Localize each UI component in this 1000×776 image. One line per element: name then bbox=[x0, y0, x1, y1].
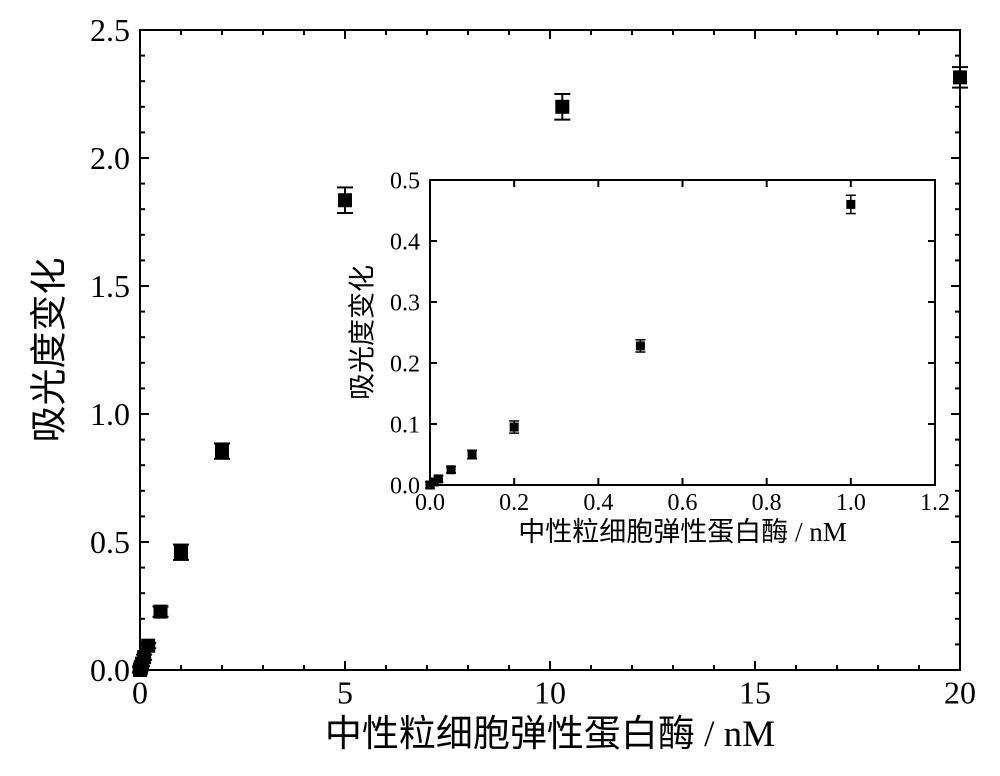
main-marker bbox=[338, 193, 352, 207]
inset-marker bbox=[434, 474, 443, 483]
main-marker bbox=[141, 639, 155, 653]
inset-ytick-label: 0.0 bbox=[390, 473, 420, 499]
main-marker bbox=[154, 605, 168, 619]
inset-ylabel: 吸光度变化 bbox=[348, 265, 378, 400]
main-marker bbox=[555, 100, 569, 114]
inset-ytick-label: 0.3 bbox=[390, 290, 420, 316]
main-marker bbox=[215, 444, 229, 458]
main-ytick-label: 1.5 bbox=[90, 268, 130, 304]
main-xtick-label: 10 bbox=[534, 675, 566, 711]
inset-xtick-label: 1.2 bbox=[920, 490, 950, 516]
main-xtick-label: 5 bbox=[337, 675, 353, 711]
inset-ytick-label: 0.2 bbox=[390, 351, 420, 377]
main-ytick-label: 0.5 bbox=[90, 524, 130, 560]
inset-xtick-label: 1.0 bbox=[836, 490, 866, 516]
main-marker bbox=[953, 70, 967, 84]
inset-marker bbox=[636, 341, 645, 350]
inset-xtick-label: 0.2 bbox=[499, 490, 529, 516]
main-ylabel: 吸光度变化 bbox=[29, 258, 71, 443]
inset-marker bbox=[846, 200, 855, 209]
inset-marker bbox=[447, 465, 456, 474]
main-xtick-label: 0 bbox=[132, 675, 148, 711]
inset-xtick-label: 0.4 bbox=[583, 490, 613, 516]
main-marker bbox=[174, 545, 188, 559]
main-xlabel: 中性粒细胞弹性蛋白酶 / nM bbox=[325, 713, 775, 755]
inset-xlabel: 中性粒细胞弹性蛋白酶 / nM bbox=[518, 517, 847, 547]
main-ytick-label: 2.0 bbox=[90, 140, 130, 176]
inset-marker bbox=[510, 423, 519, 432]
inset-ytick-label: 0.4 bbox=[390, 229, 420, 255]
inset-ytick-label: 0.1 bbox=[390, 412, 420, 438]
chart-canvas: 0 5 10 15 20 0.0 0.5 1.0 1.5 2.0 2.5 中性粒细胞弹性蛋白酶 / n… bbox=[0, 0, 1000, 776]
inset-xtick-label: 0.8 bbox=[752, 490, 782, 516]
main-ytick-label: 0.0 bbox=[90, 652, 130, 688]
inset-ytick-label: 0.5 bbox=[390, 168, 420, 194]
inset-plot-background bbox=[430, 180, 935, 485]
main-ytick-label: 1.0 bbox=[90, 396, 130, 432]
main-xtick-label: 20 bbox=[944, 675, 976, 711]
inset-marker bbox=[468, 450, 477, 459]
inset-xtick-label: 0.6 bbox=[668, 490, 698, 516]
main-xtick-label: 15 bbox=[739, 675, 771, 711]
main-ytick-label: 2.5 bbox=[90, 12, 130, 48]
